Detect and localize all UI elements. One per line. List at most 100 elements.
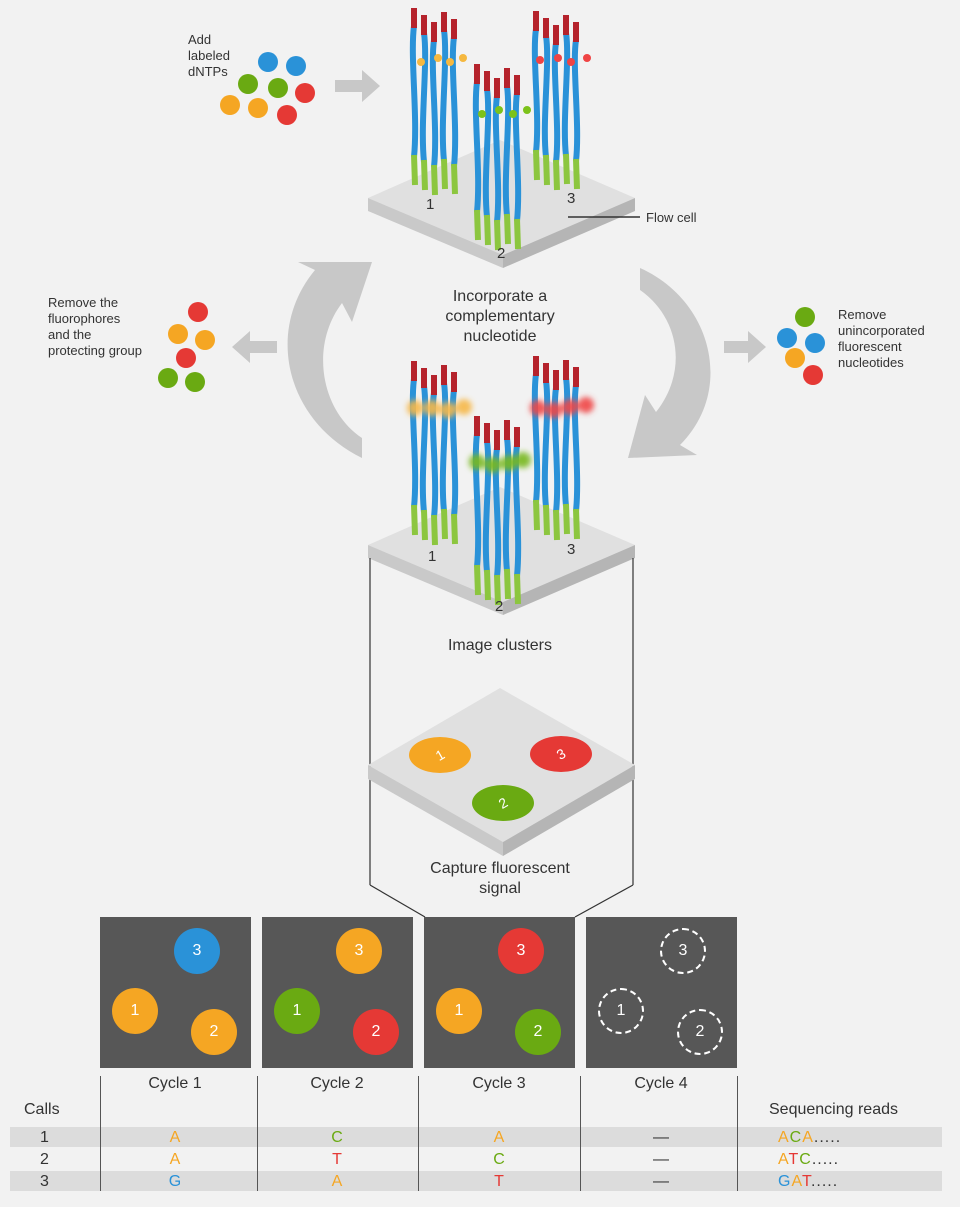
dna-strand-segment — [431, 164, 438, 196]
dntp-molecule — [248, 98, 268, 118]
dntp-molecule — [258, 52, 278, 72]
cycle-4-spot-2: 2 — [677, 1009, 723, 1055]
plate-spot-3 — [530, 736, 592, 772]
cycle-1-image: 3 1 2 — [100, 917, 251, 1068]
zoom-lines — [369, 558, 634, 918]
cluster-2-top: 2 — [497, 245, 506, 262]
dntp-molecule — [195, 330, 215, 350]
remove-fluor-label: Remove the fluorophores and the protecting … — [48, 295, 142, 358]
call-cell: — — [653, 1151, 669, 1168]
cycle-2-image: 3 1 2 — [262, 917, 413, 1068]
call-cell: A — [493, 1129, 505, 1146]
cycle-3-spot-3: 3 — [498, 928, 544, 974]
dna-strand-segment — [512, 92, 522, 222]
dna-strand-segment — [504, 568, 511, 600]
dna-strand-segment — [474, 209, 481, 241]
dna-strand-segment — [533, 149, 540, 181]
dna-strand-segment — [482, 88, 492, 218]
dna-strand-segment — [472, 433, 482, 568]
dna-strand-segment — [514, 218, 521, 250]
dna-strand-segment — [514, 573, 521, 605]
cycle-1-label: Cycle 1 — [148, 1075, 202, 1092]
dna-strand-segment — [571, 384, 581, 512]
dntp-molecule — [220, 95, 240, 115]
cycle-2-spot-3: 3 — [336, 928, 382, 974]
dna-strand-segment — [441, 158, 448, 190]
dntp-molecule — [777, 328, 797, 348]
dntp-molecule — [277, 105, 297, 125]
remove-unincorporated-label: Remove unincorporated fluorescent nucleotid… — [838, 307, 925, 370]
dna-strand-segment — [421, 509, 428, 541]
labeled-nucleotides-incorporated — [417, 54, 591, 118]
calls-header: Calls — [24, 1101, 60, 1118]
dntp-molecule — [158, 368, 178, 388]
table-row: 1 A C A — ACA..... — [10, 1127, 942, 1147]
dna-strand-segment — [502, 437, 512, 572]
call-cell: — — [653, 1173, 669, 1190]
dntp-molecule — [188, 302, 208, 322]
dna-strand-segment — [494, 574, 501, 606]
dntp-molecule — [286, 56, 306, 76]
dna-strand-segment — [502, 85, 512, 217]
call-cell: G — [168, 1173, 182, 1190]
dna-strand-segment — [573, 158, 580, 190]
call-cell: A — [169, 1129, 181, 1146]
dntp-molecule — [805, 333, 825, 353]
dna-strand-segment — [472, 81, 482, 213]
sequencing-read: ACA..... — [778, 1129, 842, 1146]
table-row: 2 A T C — ATC..... — [10, 1149, 942, 1169]
cycle-2-label: Cycle 2 — [310, 1075, 364, 1092]
fluorescent-glow — [407, 397, 594, 473]
cycle-4-label: Cycle 4 — [634, 1075, 688, 1092]
cycle-3-image: 3 1 2 — [424, 917, 575, 1068]
cluster-3-bottom: 3 — [567, 541, 576, 558]
dna-strand-segment — [563, 503, 570, 535]
dna-strand-segment — [484, 569, 491, 601]
dntp-molecule — [785, 348, 805, 368]
cycle-arrow-left — [287, 262, 372, 458]
call-cell: C — [493, 1151, 505, 1168]
dna-strand-segment — [411, 154, 418, 186]
dntp-molecule — [803, 365, 823, 385]
remove-left-arrow — [232, 331, 277, 363]
dntp-molecule — [295, 83, 315, 103]
dna-strand-segment — [429, 39, 439, 168]
dntp-molecule — [238, 74, 258, 94]
cycle-1-spot-1: 1 — [112, 988, 158, 1034]
sequencing-reads-header: Sequencing reads — [769, 1101, 898, 1118]
cycle-arrow-right — [628, 268, 711, 458]
call-cell: — — [653, 1129, 669, 1146]
cycle-3-spot-2: 2 — [515, 1009, 561, 1055]
cluster-1-top: 1 — [426, 196, 435, 213]
add-dntps-label: Add labeled dNTPs — [188, 32, 230, 79]
cycle-4-image: 3 1 2 — [586, 917, 737, 1068]
dntp-molecule — [268, 78, 288, 98]
call-cell: T — [494, 1173, 504, 1190]
table-divider — [100, 1076, 101, 1191]
dna-strand-segment — [543, 154, 550, 186]
dntp-molecule — [185, 372, 205, 392]
dna-strand-segment — [474, 564, 481, 596]
dna-strand-segment — [571, 39, 581, 162]
dna-strand-segment — [531, 28, 541, 153]
call-cell: T — [332, 1151, 342, 1168]
dna-clusters-top — [409, 8, 581, 251]
sequencing-read: ATC..... — [778, 1151, 840, 1168]
dna-strand-segment — [441, 508, 448, 540]
dna-strand-segment — [482, 440, 492, 573]
dna-strand-segment — [419, 32, 429, 163]
dna-strand-segment — [409, 378, 419, 508]
image-clusters-caption: Image clusters — [447, 637, 553, 654]
table-row: 3 G A T — GAT..... — [10, 1171, 942, 1191]
dntp-molecule — [168, 324, 188, 344]
cycle-3-spot-1: 1 — [436, 988, 482, 1034]
plate-spot-1 — [409, 737, 471, 773]
dna-strand-segment — [553, 509, 560, 541]
call-cell: A — [331, 1173, 343, 1190]
table-divider — [418, 1076, 419, 1191]
dna-strand-segment — [419, 385, 429, 513]
dntp-cluster-add — [220, 52, 315, 125]
dna-strand-segment — [409, 25, 419, 158]
dna-strand-segment — [494, 219, 501, 251]
dna-strand-segment — [451, 513, 458, 545]
